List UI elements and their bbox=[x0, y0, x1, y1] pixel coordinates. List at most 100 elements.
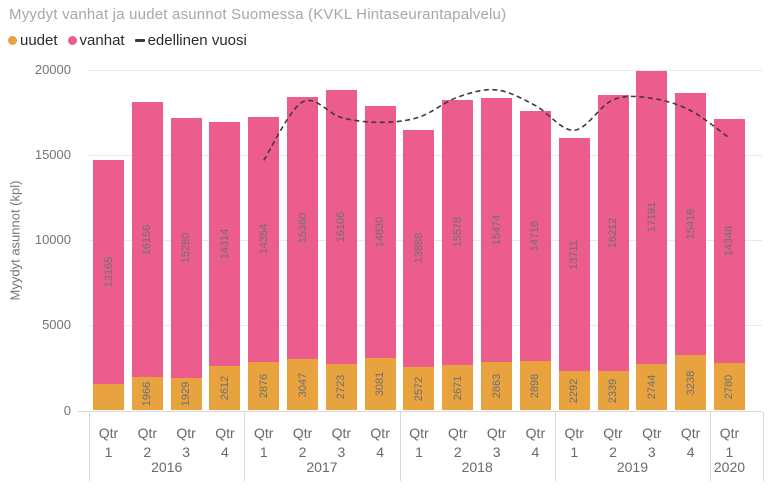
legend-item-vanhat[interactable]: vanhat bbox=[67, 32, 125, 49]
x-tick-label: Qtr 3 bbox=[176, 425, 196, 460]
bar-label-uudet: 3047 bbox=[296, 372, 309, 397]
x-axis-baseline bbox=[78, 410, 762, 412]
legend-item-uudet[interactable]: uudet bbox=[8, 32, 58, 49]
bar-segment-uudet[interactable] bbox=[170, 377, 202, 411]
bar-segment-uudet[interactable] bbox=[558, 371, 590, 411]
x-tick-label: Qtr 2 bbox=[292, 425, 313, 460]
y-tick-label: 10000 bbox=[34, 232, 71, 248]
bar-label-vanhat: 16156 bbox=[141, 224, 154, 255]
bar-label-uudet: 2723 bbox=[335, 375, 348, 400]
bar-segment-vanhat[interactable] bbox=[519, 110, 551, 362]
x-tick-label: Qtr 1 bbox=[254, 425, 274, 460]
bar-segment-uudet[interactable] bbox=[93, 384, 124, 411]
legend-dash-icon bbox=[134, 39, 145, 42]
bar-segment-vanhat[interactable] bbox=[170, 117, 202, 378]
bar-segment-vanhat[interactable] bbox=[636, 71, 668, 364]
chart-title: Myydyt vanhat ja uudet asunnot Suomessa … bbox=[9, 6, 507, 23]
bar-segment-vanhat[interactable] bbox=[287, 97, 319, 359]
bar-label-uudet: 2339 bbox=[607, 378, 620, 403]
bar-segment-vanhat[interactable] bbox=[325, 89, 357, 365]
x-tick-label: Qtr 4 bbox=[525, 425, 546, 460]
bar-label-uudet: 2612 bbox=[218, 376, 231, 401]
bar-label-uudet: 2876 bbox=[257, 373, 270, 399]
previous-year-line[interactable] bbox=[263, 88, 730, 161]
bar-segment-vanhat[interactable] bbox=[713, 118, 745, 364]
x-tick-label: Qtr 1 bbox=[564, 425, 584, 460]
year-divider bbox=[710, 412, 712, 481]
bar-segment-uudet[interactable] bbox=[481, 361, 513, 411]
bar-label-uudet: 2292 bbox=[568, 378, 581, 404]
bar-label-vanhat: 15474 bbox=[490, 214, 503, 246]
bar-label-vanhat: 14314 bbox=[218, 228, 231, 260]
year-divider bbox=[763, 412, 764, 481]
bar-segment-vanhat[interactable] bbox=[209, 122, 241, 367]
bar-label-vanhat: 17191 bbox=[645, 202, 658, 233]
y-tick-label: 0 bbox=[63, 402, 71, 418]
bar-segment-uudet[interactable] bbox=[519, 361, 551, 411]
bar-segment-vanhat[interactable] bbox=[93, 160, 124, 385]
bar-segment-uudet[interactable] bbox=[325, 364, 357, 411]
bar-label-vanhat: 14354 bbox=[257, 224, 270, 255]
bar-segment-vanhat[interactable] bbox=[403, 130, 435, 367]
bar-label-uudet: 2572 bbox=[412, 376, 425, 401]
x-tick-label: Qtr 3 bbox=[331, 425, 352, 460]
bar-label-vanhat: 16212 bbox=[607, 217, 620, 248]
bar-segment-vanhat[interactable] bbox=[558, 138, 590, 372]
year-label: 2019 bbox=[616, 459, 648, 475]
x-tick-label: Qtr 1 bbox=[98, 425, 119, 460]
bar-segment-vanhat[interactable] bbox=[131, 101, 163, 378]
bar-segment-vanhat[interactable] bbox=[675, 92, 707, 356]
x-tick-label: Qtr 2 bbox=[448, 425, 468, 460]
bar-segment-uudet[interactable] bbox=[403, 366, 435, 411]
bar-label-uudet: 2744 bbox=[645, 374, 658, 400]
year-label: 2018 bbox=[461, 459, 493, 475]
bar-segment-uudet[interactable] bbox=[287, 358, 319, 411]
bar-label-uudet: 2671 bbox=[451, 375, 464, 400]
bar-segment-uudet[interactable] bbox=[675, 355, 707, 411]
y-tick-label: 15000 bbox=[34, 147, 71, 163]
x-tick-label: Qtr 4 bbox=[680, 425, 701, 460]
x-tick-label: Qtr 4 bbox=[370, 425, 390, 460]
bar-label-vanhat: 13165 bbox=[102, 257, 115, 288]
bar-segment-uudet[interactable] bbox=[636, 363, 668, 411]
year-label: 2020 bbox=[713, 459, 746, 475]
legend-item-label: edellinen vuosi bbox=[147, 32, 247, 49]
y-tick-label: 5000 bbox=[42, 317, 71, 333]
legend-dot-icon bbox=[67, 36, 77, 45]
x-tick-label: Qtr 3 bbox=[642, 425, 662, 460]
year-divider bbox=[399, 412, 401, 481]
year-label: 2016 bbox=[151, 459, 183, 475]
legend: uudet vanhat edellinen vuosi bbox=[8, 32, 247, 49]
year-divider bbox=[244, 412, 246, 481]
bar-segment-uudet[interactable] bbox=[597, 370, 629, 411]
bar-label-vanhat: 16106 bbox=[335, 211, 348, 243]
bar-label-vanhat: 14348 bbox=[723, 225, 736, 257]
bar-segment-vanhat[interactable] bbox=[481, 98, 513, 362]
bar-segment-vanhat[interactable] bbox=[597, 94, 629, 371]
bar-label-uudet: 3238 bbox=[684, 370, 697, 396]
bar-segment-uudet[interactable] bbox=[364, 358, 396, 411]
bar-segment-uudet[interactable] bbox=[442, 365, 474, 411]
bar-label-vanhat: 15360 bbox=[296, 212, 309, 244]
year-divider bbox=[89, 412, 90, 481]
gridline bbox=[89, 70, 762, 71]
bar-segment-vanhat[interactable] bbox=[364, 105, 396, 359]
year-label: 2017 bbox=[306, 459, 338, 475]
bar-segment-uudet[interactable] bbox=[713, 363, 745, 411]
bar-label-vanhat: 14716 bbox=[529, 220, 542, 252]
legend-item-edellinen-vuosi[interactable]: edellinen vuosi bbox=[134, 32, 247, 49]
bar-segment-vanhat[interactable] bbox=[442, 99, 474, 365]
bar-label-uudet: 2898 bbox=[529, 373, 542, 399]
bar-label-uudet: 2780 bbox=[723, 374, 736, 400]
bar-segment-vanhat[interactable] bbox=[248, 117, 280, 362]
bar-label-vanhat: 13711 bbox=[568, 239, 581, 270]
x-tick-label: Qtr 1 bbox=[719, 425, 740, 460]
bar-segment-uudet[interactable] bbox=[248, 361, 280, 411]
bar-label-vanhat: 14830 bbox=[374, 216, 387, 248]
bar-segment-uudet[interactable] bbox=[209, 366, 241, 411]
bar-segment-uudet[interactable] bbox=[131, 377, 163, 411]
bar-label-uudet: 2863 bbox=[490, 373, 503, 399]
bar-label-vanhat: 15416 bbox=[684, 208, 697, 240]
